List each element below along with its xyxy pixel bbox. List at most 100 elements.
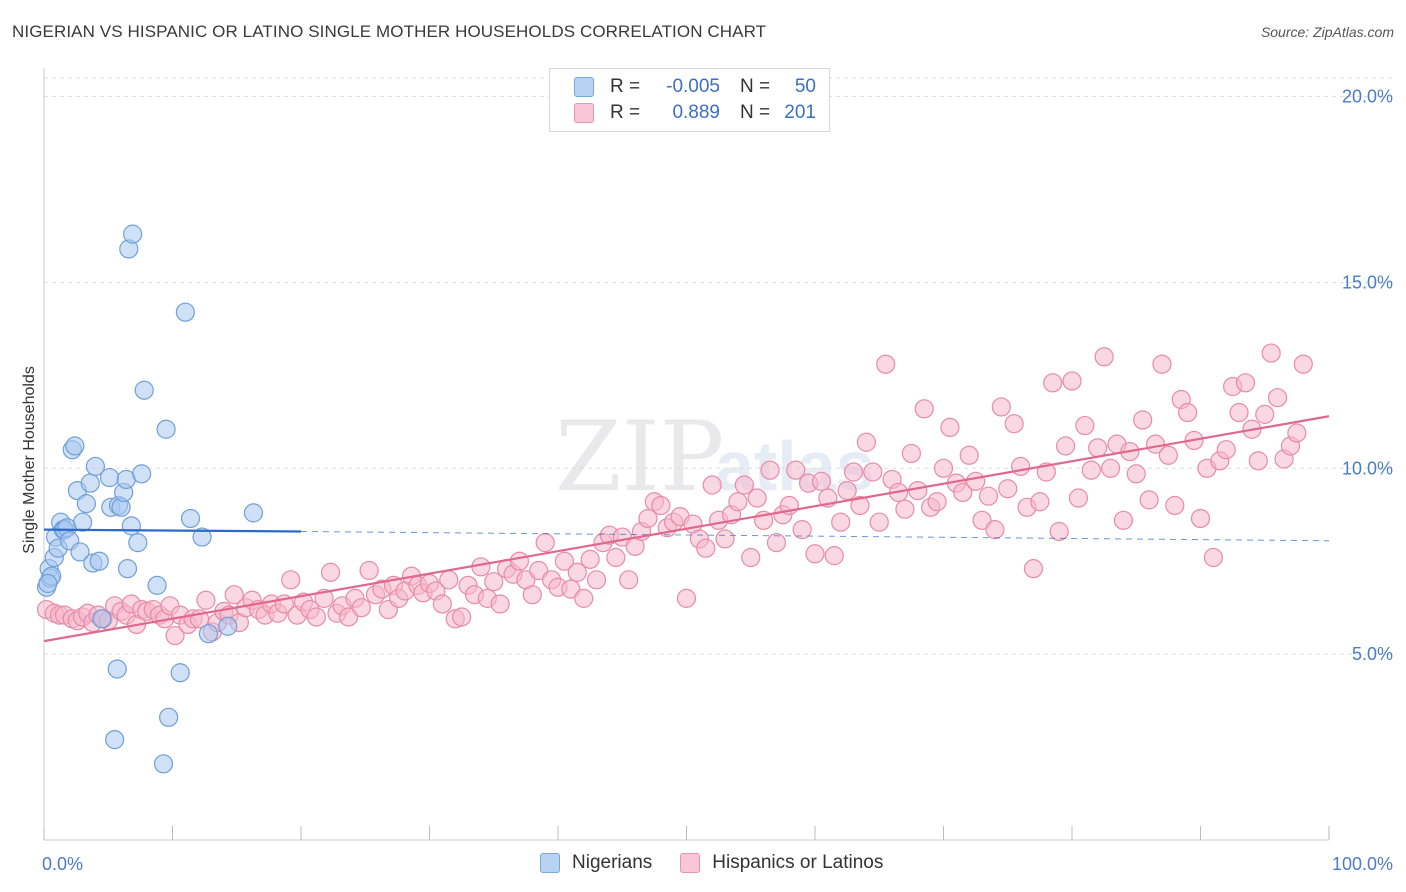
- hispanic-point: [747, 488, 767, 508]
- hispanic-point: [1190, 508, 1211, 529]
- y-tick-label: 10.0%: [1342, 458, 1393, 478]
- y-tick-label: 5.0%: [1352, 644, 1393, 664]
- nigerian-points: [36, 224, 264, 774]
- hispanic-point: [484, 572, 504, 592]
- nigerian-trend-extension: [300, 530, 1330, 542]
- hispanic-point: [580, 549, 600, 569]
- hispanic-point: [1043, 373, 1063, 393]
- hispanic-point: [1139, 490, 1159, 510]
- hispanic-point: [728, 492, 748, 512]
- hispanic-point: [914, 399, 934, 419]
- hispanic-point: [1049, 521, 1069, 542]
- hispanic-point: [850, 495, 870, 516]
- nigerian-point: [132, 464, 152, 484]
- hispanic-point: [1133, 410, 1153, 430]
- hispanic-point: [908, 480, 928, 501]
- hispanic-point: [165, 625, 185, 646]
- hispanic-point: [529, 560, 549, 581]
- hispanic-point: [856, 432, 877, 452]
- nigerian-point: [192, 527, 212, 547]
- hispanic-point: [522, 585, 542, 605]
- nigerian-point: [72, 512, 93, 532]
- legend-n-label: N =: [740, 102, 771, 123]
- series-legend: Nigerians Hispanics or Latinos: [540, 852, 911, 874]
- hispanic-point: [953, 482, 973, 503]
- legend-n-value: 50: [794, 76, 816, 97]
- source-credit: Source: ZipAtlas.com: [1260, 24, 1394, 40]
- legend-row-nigerians: R = -0.005 N = 50: [574, 75, 816, 99]
- hispanic-point: [1216, 440, 1236, 460]
- nigerian-point: [107, 659, 127, 679]
- legend-row-hispanics: R = 0.889 N = 201: [574, 101, 816, 125]
- hispanic-point: [351, 598, 371, 618]
- hispanic-point: [696, 538, 716, 558]
- hispanic-point: [760, 460, 780, 480]
- hispanic-point: [1100, 458, 1121, 478]
- y-tick-label: 15.0%: [1342, 272, 1393, 292]
- hispanic-point: [338, 607, 359, 627]
- hispanic-point: [509, 551, 530, 571]
- hispanic-point: [985, 520, 1005, 540]
- hispanic-point: [927, 492, 947, 512]
- hispanic-point: [606, 547, 626, 568]
- hispanic-point: [1023, 559, 1044, 579]
- hispanic-point: [1068, 488, 1089, 508]
- hispanic-point: [1165, 495, 1185, 516]
- hispanic-point: [978, 486, 999, 506]
- hispanic-point: [439, 570, 459, 590]
- legend-item-hispanics[interactable]: Hispanics or Latinos: [680, 852, 883, 874]
- hispanic-point: [869, 512, 889, 532]
- nigerian-point: [117, 559, 138, 579]
- nigerian-point: [123, 224, 143, 244]
- hispanic-point: [972, 510, 992, 530]
- hispanic-point: [1055, 436, 1076, 456]
- hispanic-point: [863, 462, 883, 482]
- hispanic-trend-line: [43, 415, 1330, 643]
- hispanic-point: [959, 445, 979, 465]
- hispanic-point: [1081, 460, 1101, 480]
- hispanic-point: [940, 417, 960, 438]
- nigerian-point: [153, 754, 174, 774]
- hispanic-point: [432, 594, 452, 614]
- nigerian-point: [170, 663, 190, 683]
- hispanic-point: [224, 585, 244, 605]
- legend-r-label: R =: [610, 102, 641, 123]
- hispanic-point: [281, 570, 301, 590]
- y-tick-labels: 5.0% 10.0% 15.0% 20.0%: [1342, 87, 1393, 665]
- nigerian-point: [105, 730, 125, 750]
- nigerian-point: [159, 707, 179, 727]
- hispanic-point: [805, 544, 825, 564]
- hispanic-point: [651, 495, 671, 516]
- gridlines: [44, 77, 1393, 655]
- hispanic-point: [554, 551, 575, 571]
- hispanic-point: [1203, 547, 1223, 568]
- legend-item-nigerians[interactable]: Nigerians: [540, 852, 652, 874]
- hispanic-point: [1293, 354, 1313, 374]
- hispanic-point: [1088, 438, 1108, 458]
- y-tick-label: 20.0%: [1342, 87, 1393, 107]
- hispanic-point: [998, 479, 1018, 499]
- nigerian-point: [180, 508, 201, 529]
- hispanic-point: [895, 499, 915, 519]
- nigerian-point: [65, 436, 85, 456]
- hispanic-point: [1229, 402, 1249, 423]
- hispanic-point: [1126, 464, 1146, 484]
- nigerian-point: [99, 467, 120, 488]
- hispanic-point: [876, 354, 896, 374]
- hispanic-point: [843, 462, 864, 482]
- hispanic-point: [1152, 354, 1172, 374]
- hispanic-point: [1094, 347, 1114, 367]
- nigerian-point: [218, 616, 238, 636]
- hispanic-point: [792, 520, 812, 540]
- hispanic-point: [715, 529, 735, 549]
- hispanic-point: [933, 458, 954, 478]
- hispanic-point: [1075, 415, 1095, 436]
- hispanic-point: [1267, 388, 1288, 408]
- hispanic-point: [535, 533, 555, 553]
- hispanic-point: [991, 397, 1011, 417]
- nigerian-point: [70, 542, 90, 562]
- hispanic-point: [831, 512, 851, 532]
- legend-r-value: -0.005: [666, 76, 720, 97]
- hispanic-point: [574, 588, 594, 608]
